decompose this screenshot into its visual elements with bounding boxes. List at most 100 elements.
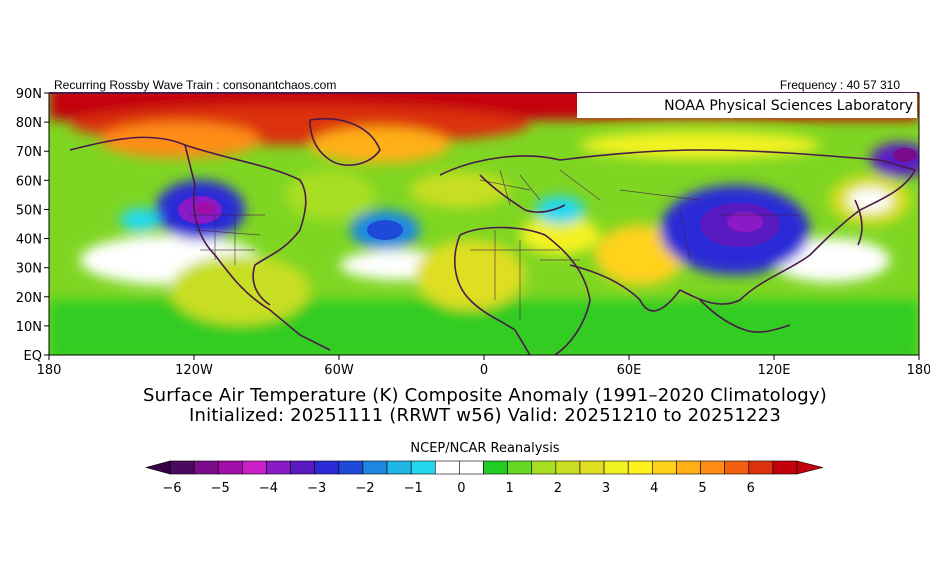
field-mexico-warm (170, 255, 310, 325)
coastlines (69, 118, 917, 355)
colorbar-swatch (169, 460, 195, 475)
colorbar-swatch (772, 460, 798, 475)
coast-north-america-east (184, 144, 307, 306)
coast-japan (854, 199, 863, 246)
lon-tick-label: 0 (480, 363, 488, 378)
colorbar-swatch (193, 460, 219, 475)
lat-tick-label: 50N (16, 203, 42, 218)
field-japan-neutral (848, 188, 892, 212)
header-right-text: Frequency : 40 57 310 (779, 78, 900, 92)
colorbar-tick-label: −5 (211, 481, 230, 496)
lon-tick-label: 180 (907, 363, 930, 378)
noaa-badge-text: NOAA Physical Sciences Laboratory (664, 98, 913, 114)
field-europe-warm (410, 172, 510, 208)
lat-tick-label: 60N (16, 174, 42, 189)
coast-africa-west (454, 234, 531, 355)
lat-tick-label: 80N (16, 116, 42, 131)
field-alaska-warm (100, 122, 260, 158)
field-sahara-warm (415, 240, 525, 310)
colorbar-tick-label: −6 (162, 481, 181, 496)
field-ne-asia-core (893, 148, 917, 162)
coast-mediterranean (479, 174, 566, 213)
colorbar-swatch (724, 460, 750, 475)
colorbar-swatch (700, 460, 725, 475)
colorbar-swatch (748, 460, 774, 475)
lat-tick-label: 70N (16, 145, 42, 160)
colorbar-tick-label: 6 (747, 481, 755, 496)
colorbar-swatch (217, 460, 243, 475)
colorbar-max-arrow (796, 460, 824, 475)
coast-africa-east (459, 226, 591, 355)
lat-tick-label: 40N (16, 233, 42, 248)
field-mideast-warm (520, 215, 600, 255)
colorbar-swatch (362, 460, 388, 475)
borders-asia (559, 169, 800, 261)
colorbar-swatch (579, 460, 605, 475)
colorbar-tick-label: −3 (307, 481, 326, 496)
colorbar-min-arrow (144, 460, 171, 475)
colorbar: −6 −5 −4 −3 −2 −1 0 1 2 3 4 5 6 (144, 460, 824, 496)
colorbar-swatch (652, 460, 677, 475)
colorbar-swatch (531, 460, 557, 475)
anomaly-field (49, 93, 919, 355)
colorbar-swatch (386, 460, 412, 475)
data-source-label: NCEP/NCAR Reanalysis (410, 441, 560, 456)
colorbar-swatch (507, 460, 533, 475)
colorbar-swatch (676, 460, 701, 475)
noaa-badge-box (577, 93, 917, 118)
colorbar-swatch (314, 460, 340, 475)
lon-tick-label: 180 (37, 363, 62, 378)
colorbar-swatch (266, 460, 291, 475)
lat-tick-label: 10N (16, 320, 42, 335)
colorbar-swatch (338, 460, 364, 475)
lon-tick-label: 120E (757, 363, 790, 378)
field-north-atlantic-core (367, 220, 403, 240)
colorbar-swatch (603, 460, 629, 475)
lon-tick-label: 60W (324, 363, 354, 378)
coast-eurasia (439, 149, 917, 312)
colorbar-swatch (555, 460, 581, 475)
coast-southeast-asia (699, 299, 791, 333)
colorbar-tick-label: −4 (259, 481, 278, 496)
field-asia-peak (727, 212, 763, 232)
borders-usa-states (190, 214, 265, 265)
colorbar-tick-label: −2 (355, 481, 374, 496)
header-left-text: Recurring Rossby Wave Train : consonantc… (54, 78, 337, 92)
lon-tick-label: 60E (617, 363, 642, 378)
colorbar-swatch (410, 460, 436, 475)
field-atlantic-warm (285, 170, 375, 220)
longitude-axis: 180 120W 60W 0 60E 120E 180 (37, 355, 930, 378)
colorbar-tick-label: 0 (457, 481, 465, 496)
plot-title-line2: Initialized: 20251111 (RRWT w56) Valid: … (189, 405, 781, 426)
colorbar-tick-label: 4 (650, 481, 658, 496)
coast-greenland (309, 118, 381, 166)
lon-tick-label: 120W (175, 363, 213, 378)
colorbar-swatch (627, 460, 653, 475)
field-tropics (49, 300, 919, 355)
lat-tick-label: 90N (16, 87, 42, 102)
plot-title-line1: Surface Air Temperature (K) Composite An… (143, 385, 827, 406)
colorbar-swatch (459, 460, 484, 475)
lat-tick-label: EQ (24, 349, 42, 364)
borders-africa (470, 230, 580, 320)
political-borders (190, 169, 800, 320)
lat-tick-label: 30N (16, 262, 42, 277)
colorbar-tick-label: 1 (505, 481, 513, 496)
borders-europe (479, 169, 541, 206)
colorbar-tick-label: 2 (554, 481, 562, 496)
field-caspian-cool (535, 196, 585, 224)
latitude-axis: 90N 80N 70N 60N 50N 40N 30N 20N 10N EQ (16, 87, 49, 364)
lat-tick-label: 20N (16, 291, 42, 306)
colorbar-swatch (242, 460, 267, 475)
colorbar-swatch (290, 460, 315, 475)
field-western-na-peak (195, 202, 215, 214)
colorbar-swatch (483, 460, 508, 475)
colorbar-tick-label: 3 (602, 481, 610, 496)
coast-north-america-west (69, 136, 331, 351)
colorbar-tick-label: 5 (698, 481, 706, 496)
field-greenland-warm (310, 127, 450, 163)
field-epac-cool (120, 208, 160, 232)
colorbar-tick-label: −1 (404, 481, 423, 496)
colorbar-swatch (434, 460, 460, 475)
